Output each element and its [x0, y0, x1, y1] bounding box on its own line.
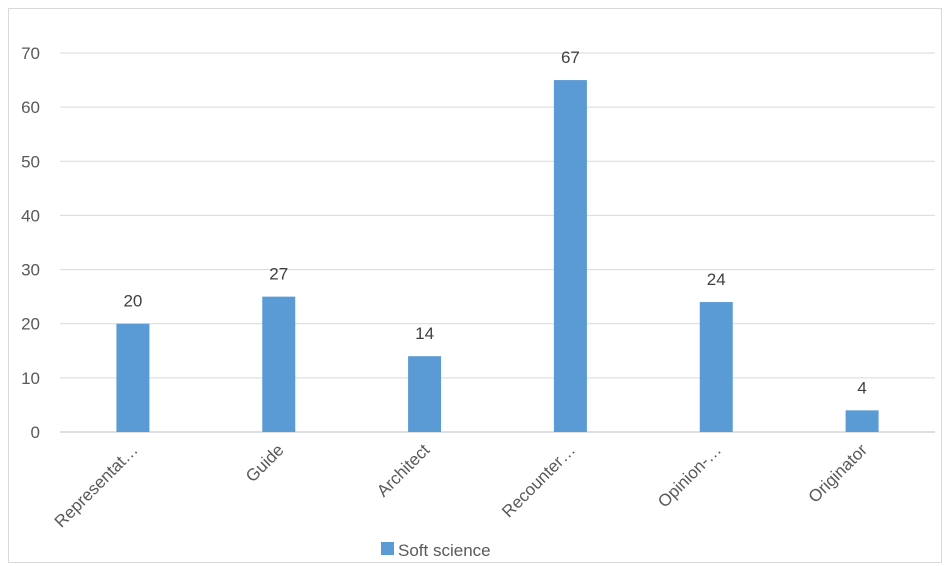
category-label: Recounter… — [498, 440, 579, 521]
category-label: Architect — [373, 440, 433, 500]
category-label: Opinion-… — [654, 440, 725, 511]
y-axis-ticks: 0 10 20 30 40 50 60 70 — [21, 44, 40, 442]
bars — [116, 80, 879, 433]
data-label: 14 — [415, 324, 434, 343]
chart-frame — [8, 8, 942, 563]
legend-label: Soft science — [398, 541, 491, 560]
data-label: 20 — [123, 292, 142, 311]
bar — [262, 296, 296, 432]
category-label: Representat… — [51, 440, 142, 531]
category-labels: Representat… Guide Architect Recounter… Opin… — [51, 440, 871, 531]
y-tick-label: 0 — [31, 423, 40, 442]
legend: Soft science — [381, 541, 491, 560]
bar — [408, 356, 442, 432]
y-tick-label: 20 — [21, 315, 40, 334]
data-label: 4 — [857, 378, 866, 397]
legend-swatch — [381, 542, 394, 555]
gridlines — [60, 52, 935, 433]
data-label: 24 — [707, 270, 726, 289]
y-tick-label: 30 — [21, 261, 40, 280]
bar — [845, 410, 879, 432]
y-tick-label: 70 — [21, 44, 40, 63]
bar — [116, 323, 150, 432]
data-label: 27 — [269, 265, 288, 284]
data-labels: 20 27 14 67 24 4 — [123, 48, 866, 397]
category-label: Originator — [805, 440, 871, 506]
bar — [699, 302, 733, 432]
y-tick-label: 10 — [21, 369, 40, 388]
bar — [553, 80, 587, 433]
y-tick-label: 60 — [21, 98, 40, 117]
y-tick-label: 50 — [21, 152, 40, 171]
y-tick-label: 40 — [21, 206, 40, 225]
data-label: 67 — [561, 48, 580, 67]
category-label: Guide — [242, 440, 288, 486]
